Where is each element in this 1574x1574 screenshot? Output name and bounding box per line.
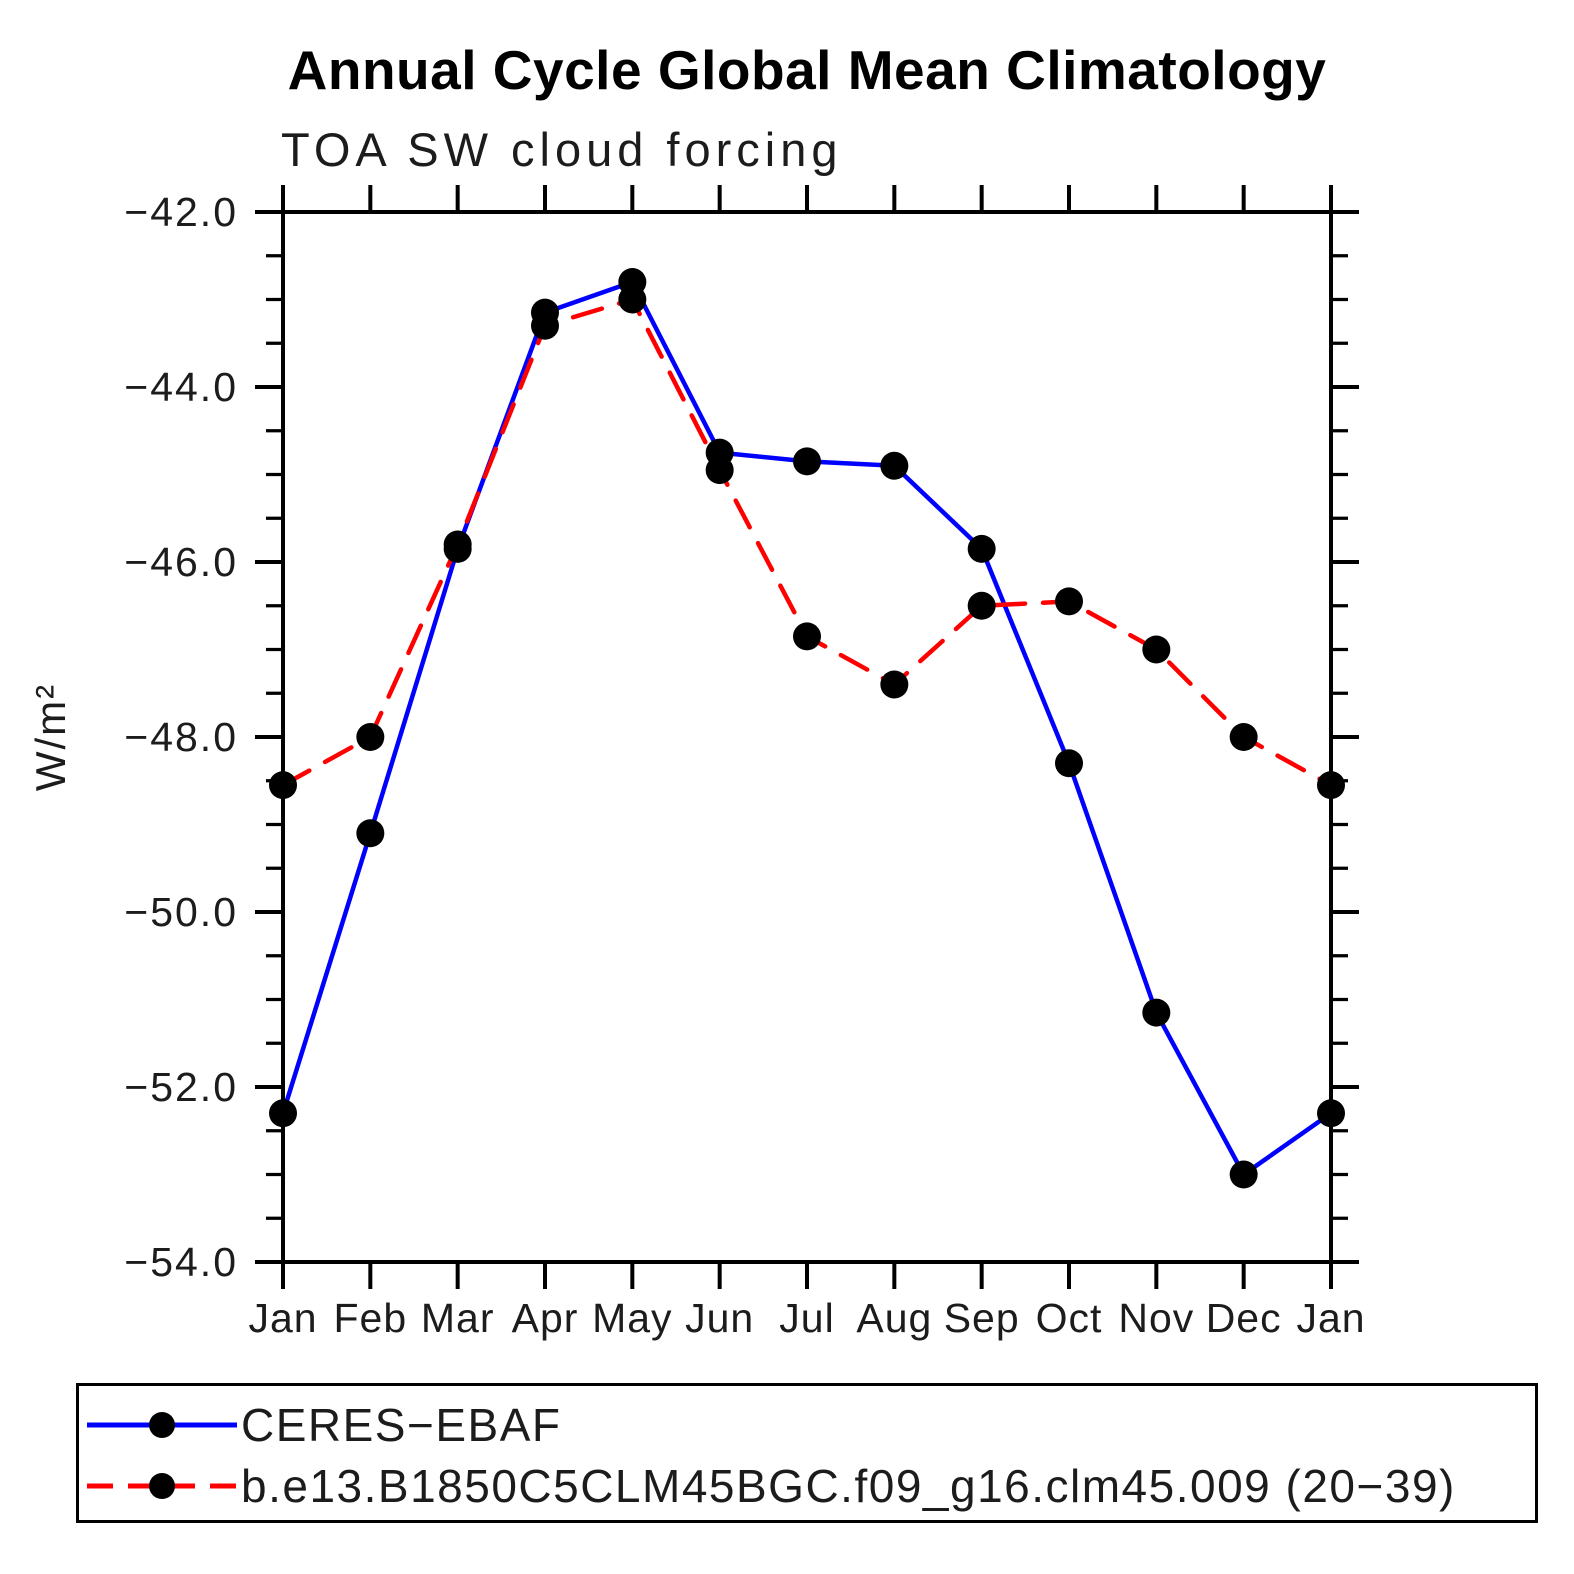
x-tick-label: Mar xyxy=(421,1295,495,1341)
legend-label: CERES−EBAF xyxy=(241,1399,562,1451)
x-tick-label: Jul xyxy=(779,1295,834,1341)
x-tick-label: Dec xyxy=(1206,1295,1282,1341)
data-point-marker xyxy=(1229,723,1258,751)
data-point-marker xyxy=(793,622,821,651)
data-point-marker xyxy=(269,1099,297,1128)
data-point-marker xyxy=(705,456,734,485)
x-tick-label: Sep xyxy=(944,1295,1020,1341)
data-point-marker xyxy=(793,447,821,476)
data-point-marker xyxy=(967,534,996,563)
data-point-marker xyxy=(356,723,385,751)
data-point-marker xyxy=(880,670,909,699)
chart-title: Annual Cycle Global Mean Climatology xyxy=(287,39,1327,101)
data-point-marker xyxy=(1142,635,1171,664)
y-tick-label: −42.0 xyxy=(124,189,238,235)
x-tick-label: Aug xyxy=(856,1295,932,1341)
x-tick-label: May xyxy=(592,1295,672,1341)
legend: CERES−EBAF b.e13.B1850C5CLM45BGC.f09_g16… xyxy=(76,1383,1538,1523)
legend-item-model-run[interactable]: b.e13.B1850C5CLM45BGC.f09_g16.clm45.009 … xyxy=(85,1460,1456,1512)
y-tick-label: −48.0 xyxy=(124,714,238,760)
y-tick-label: −52.0 xyxy=(124,1064,238,1110)
y-tick-label: −44.0 xyxy=(124,364,238,410)
data-point-marker xyxy=(531,311,559,340)
legend-marker-dot-icon xyxy=(149,1412,175,1438)
legend-marker-dot-icon xyxy=(149,1473,175,1499)
axis-box xyxy=(281,210,1333,1264)
data-point-marker xyxy=(1142,998,1171,1027)
data-point-marker xyxy=(1317,771,1345,800)
data-point-marker xyxy=(880,451,909,480)
y-tick-label: −46.0 xyxy=(124,539,238,585)
data-point-marker xyxy=(1055,587,1083,616)
series-line-1 xyxy=(280,297,1334,788)
data-point-marker xyxy=(1055,749,1083,778)
x-tick-label: Jan xyxy=(1296,1295,1365,1341)
data-point-marker xyxy=(269,771,297,800)
data-point-marker xyxy=(1317,1099,1345,1128)
x-tick-label: Feb xyxy=(334,1295,408,1341)
data-point-marker xyxy=(618,285,647,314)
legend-label: b.e13.B1850C5CLM45BGC.f09_g16.clm45.009 … xyxy=(241,1460,1456,1512)
y-tick-label: −54.0 xyxy=(124,1239,238,1285)
chart-subtitle: TOA SW cloud forcing xyxy=(281,123,843,176)
y-tick-label: −50.0 xyxy=(124,889,238,935)
x-tick-label: Oct xyxy=(1036,1295,1103,1341)
data-point-marker xyxy=(967,591,996,620)
x-tick-label: Apr xyxy=(512,1295,579,1341)
x-tick-label: Jan xyxy=(248,1295,317,1341)
x-tick-label: Jun xyxy=(685,1295,754,1341)
legend-item-ceres-ebaf[interactable]: CERES−EBAF xyxy=(85,1399,562,1451)
x-tick-label: Nov xyxy=(1118,1295,1194,1341)
data-point-marker xyxy=(443,530,472,559)
data-point-marker xyxy=(356,819,385,848)
legend-swatch-solid-line-icon xyxy=(87,1412,237,1438)
data-point-marker xyxy=(1229,1160,1258,1189)
series-line-0 xyxy=(280,279,1334,1177)
legend-swatch-dashed-line-icon xyxy=(87,1473,237,1499)
